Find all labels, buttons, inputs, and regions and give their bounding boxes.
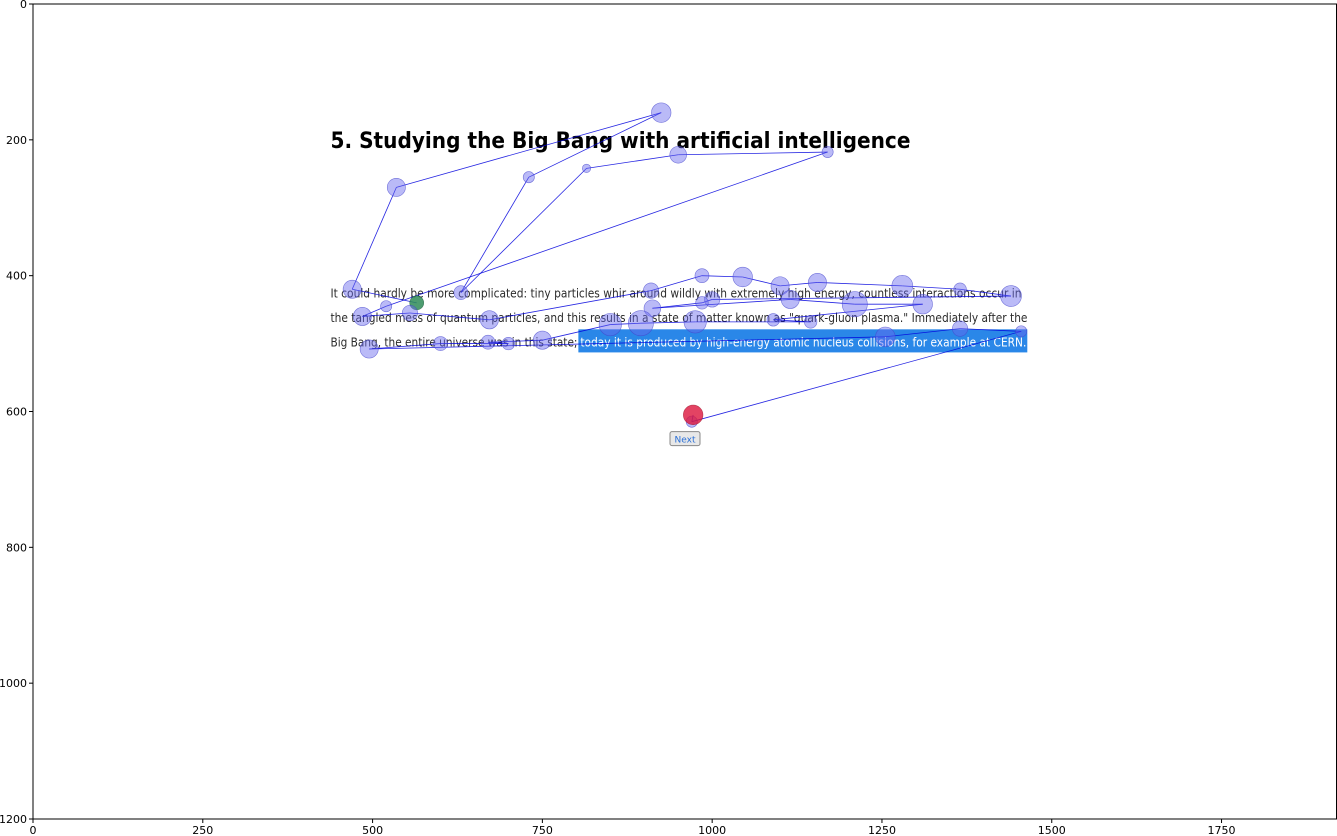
fixation-point xyxy=(821,146,834,158)
stimulus-line: Big Bang, the entire universe was in thi… xyxy=(330,336,577,350)
saccade-line xyxy=(460,168,587,293)
fixation-point xyxy=(770,276,790,296)
stimulus-line: the tangled mess of quantum particles, a… xyxy=(330,311,1027,325)
fixation-point xyxy=(627,310,654,337)
x-tick-label: 250 xyxy=(192,824,213,836)
next-button-label[interactable]: Next xyxy=(675,436,696,446)
fixation-point xyxy=(780,290,800,309)
saccade-line xyxy=(542,324,611,341)
scanpath xyxy=(351,112,1022,423)
saccade-line xyxy=(640,321,696,324)
fixation-point xyxy=(401,305,418,322)
fixation-point xyxy=(1015,325,1028,338)
fixation-point xyxy=(479,310,499,330)
fixation-point xyxy=(808,273,827,292)
saccade-line xyxy=(396,112,662,188)
saccade-line xyxy=(351,187,397,290)
y-tick-label: 800 xyxy=(6,541,27,554)
x-tick-label: 1500 xyxy=(1038,824,1066,836)
fixation-point xyxy=(522,171,535,184)
y-tick-label: 0 xyxy=(20,0,27,11)
saccade-line xyxy=(528,112,662,178)
fixation-point xyxy=(386,177,406,197)
saccade-line xyxy=(780,282,818,287)
y-tick-label: 1200 xyxy=(0,813,27,826)
fixation-point xyxy=(804,315,818,329)
stimulus-line: It could hardly be more complicated: tin… xyxy=(330,287,1021,301)
fixation-point xyxy=(766,313,780,327)
y-tick-label: 1000 xyxy=(0,677,27,690)
x-tick-label: 750 xyxy=(532,824,553,836)
fixation-point xyxy=(453,285,469,300)
x-tick-label: 0 xyxy=(30,824,37,836)
fixation-point xyxy=(582,163,592,173)
fixation-point xyxy=(359,339,379,359)
saccade-line xyxy=(742,276,781,287)
fixation-point xyxy=(480,334,496,350)
highlighted-sentence: today it is produced by high-energy atom… xyxy=(580,336,1026,350)
saccade-line xyxy=(902,285,961,290)
fixation-point xyxy=(841,291,868,318)
fixation-point xyxy=(532,330,552,350)
fixations xyxy=(342,102,1028,428)
fixation-point xyxy=(694,268,710,283)
fixation-point xyxy=(643,299,662,317)
fixation-point xyxy=(433,336,448,351)
fixation-end xyxy=(683,404,704,425)
saccade-line xyxy=(773,303,923,321)
fixation-point xyxy=(342,279,362,299)
saccade-line xyxy=(460,176,530,293)
saccade-line xyxy=(352,288,417,304)
fixation-point xyxy=(683,310,707,334)
saccade-line xyxy=(652,299,791,309)
saccade-line xyxy=(712,295,1012,300)
x-tick-label: 1000 xyxy=(698,824,726,836)
saccade-line xyxy=(691,330,1022,423)
fixation-point xyxy=(651,102,672,123)
fixation-point xyxy=(352,307,372,326)
x-tick-label: 1750 xyxy=(1208,824,1236,836)
saccade-line xyxy=(650,275,703,291)
fixation-point xyxy=(732,266,753,288)
saccade-line xyxy=(960,288,1012,297)
stimulus-heading: 5. Studying the Big Bang with artificial… xyxy=(330,129,910,154)
fixation-point xyxy=(952,320,969,337)
next-button[interactable] xyxy=(669,431,701,447)
saccade-line xyxy=(678,151,828,156)
x-tick-label: 500 xyxy=(362,824,383,836)
saccade-line xyxy=(369,336,886,350)
fixation-point xyxy=(875,326,896,347)
saccade-line xyxy=(369,343,441,350)
saccade-line xyxy=(586,154,679,169)
y-tick-label: 400 xyxy=(6,270,27,283)
y-tick-label: 600 xyxy=(6,406,27,419)
fixation-point xyxy=(891,275,914,297)
saccade-line xyxy=(409,312,490,321)
saccade-line xyxy=(610,322,641,325)
fixation-point xyxy=(380,300,393,313)
saccade-line xyxy=(701,299,713,304)
saccade-line xyxy=(489,290,652,321)
fixation-point xyxy=(1000,285,1022,307)
fixation-point xyxy=(695,296,709,310)
fixation-point xyxy=(912,294,933,315)
saccade-line xyxy=(960,328,1022,332)
stimulus-layer: 5. Studying the Big Bang with artificial… xyxy=(330,129,1028,447)
saccade-line xyxy=(885,328,961,338)
fixation-point xyxy=(669,146,687,164)
saccade-line xyxy=(386,151,828,307)
highlight-box xyxy=(578,329,1028,353)
fixation-point xyxy=(953,282,967,296)
y-tick-label: 200 xyxy=(6,134,27,147)
x-tick-label: 1250 xyxy=(868,824,896,836)
fixation-point xyxy=(643,282,660,299)
saccade-line xyxy=(790,299,855,305)
fixation-point xyxy=(501,336,516,351)
fixation-point xyxy=(598,313,622,337)
saccade-line xyxy=(362,305,387,317)
saccade-line xyxy=(817,282,903,287)
